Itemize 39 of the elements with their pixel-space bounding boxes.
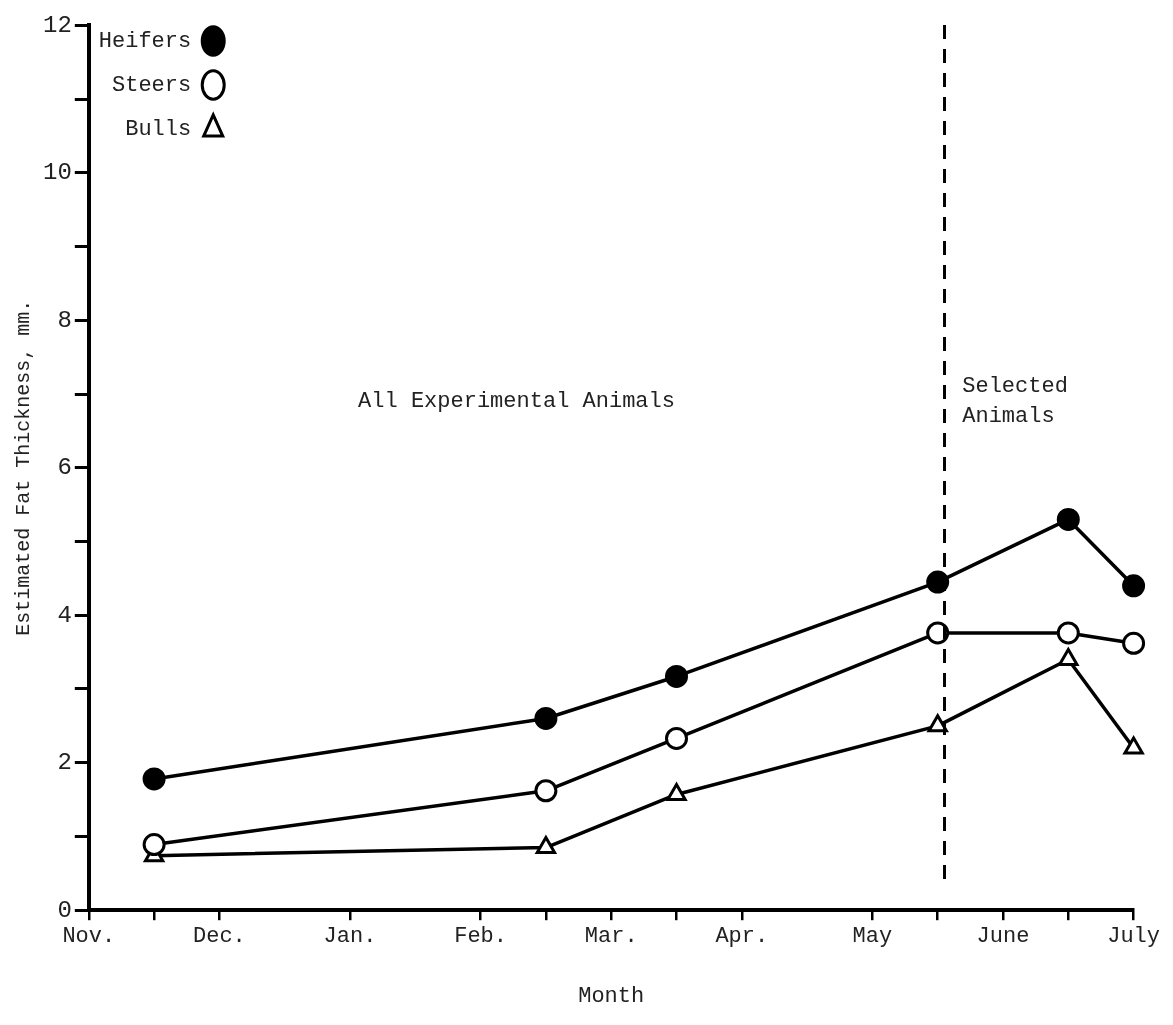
point	[666, 782, 687, 801]
x-tick-label: May	[852, 924, 893, 950]
x-tick-label: Nov.	[62, 924, 116, 950]
y-tick-label: 6	[57, 454, 72, 482]
x-tick-label: July	[1107, 924, 1160, 950]
x-tick-label: Jan.	[323, 924, 377, 950]
point	[665, 664, 688, 688]
y-tick-label: 12	[42, 11, 72, 39]
point	[535, 836, 557, 855]
legend-label: Bulls	[125, 116, 192, 142]
x-axis-title: Month	[578, 983, 645, 1009]
point	[142, 767, 166, 791]
x-tick-label: Mar.	[584, 924, 638, 950]
point	[1122, 631, 1146, 655]
point	[927, 714, 948, 733]
point	[142, 833, 166, 857]
point	[1123, 736, 1144, 755]
x-tick-label: Dec.	[193, 924, 246, 950]
point	[534, 779, 558, 803]
x-tick-label: Feb.	[454, 924, 508, 950]
point	[1058, 648, 1079, 667]
x-tick-label: Apr.	[715, 924, 769, 950]
x-tick-label: June	[976, 924, 1030, 950]
point	[534, 706, 558, 730]
y-tick-label: 2	[57, 749, 72, 777]
point	[1122, 574, 1146, 598]
annotation: All Experimental Animals	[358, 389, 675, 415]
point	[926, 570, 950, 594]
point	[1056, 507, 1080, 531]
point	[665, 726, 688, 750]
annotation: Selected Animals	[962, 374, 1068, 430]
y-axis-title: Estimated Fat Thickness, mm.	[12, 299, 36, 636]
legend-label: Steers	[112, 72, 192, 98]
legend-label: Heifers	[98, 28, 192, 54]
point	[1056, 621, 1080, 645]
y-tick-label: 10	[42, 159, 72, 187]
y-tick-label: 0	[57, 896, 72, 924]
y-tick-label: 4	[57, 601, 72, 629]
y-tick-label: 8	[57, 306, 72, 334]
